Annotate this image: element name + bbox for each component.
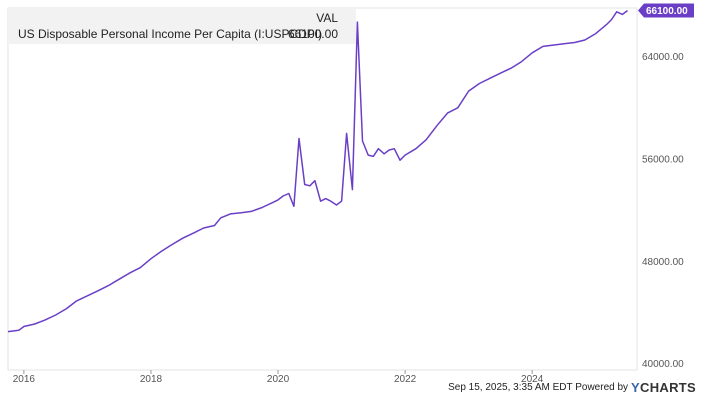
last-value-tag <box>638 3 694 18</box>
legend-series-value: 66100.00 <box>287 27 338 41</box>
legend-series-name: US Disposable Personal Income Per Capita… <box>18 27 323 41</box>
x-tick-label: 2024 <box>521 374 544 385</box>
last-value-label: 66100.00 <box>646 6 688 17</box>
x-tick-label: 2018 <box>140 374 163 385</box>
y-tick-label: 48000.00 <box>642 257 684 268</box>
legend-header: VAL <box>316 11 338 25</box>
x-tick-label: 2020 <box>267 374 290 385</box>
y-tick-label: 40000.00 <box>642 359 684 370</box>
ycharts-logo-y: Y <box>631 380 641 395</box>
x-axis: 2016 2018 2020 2022 2024 <box>13 370 544 385</box>
ycharts-logo[interactable]: YCHARTS <box>631 380 696 395</box>
legend: VAL US Disposable Personal Income Per Ca… <box>8 8 356 44</box>
footer: Sep 15, 2025, 3:35 AM EDT Powered by YCH… <box>448 380 696 395</box>
x-tick-label: 2022 <box>394 374 417 385</box>
y-axis: 40000.00 48000.00 56000.00 64000.00 <box>642 52 684 370</box>
footer-timestamp: Sep 15, 2025, 3:35 AM EDT Powered by <box>448 382 629 393</box>
x-tick-label: 2016 <box>13 374 36 385</box>
ycharts-logo-text: CHARTS <box>640 380 696 395</box>
y-tick-label: 64000.00 <box>642 52 684 63</box>
series-line <box>7 9 628 333</box>
y-tick-label: 56000.00 <box>642 154 684 165</box>
plot-area <box>7 7 638 371</box>
last-value-marker: 66100.00 <box>638 3 694 18</box>
